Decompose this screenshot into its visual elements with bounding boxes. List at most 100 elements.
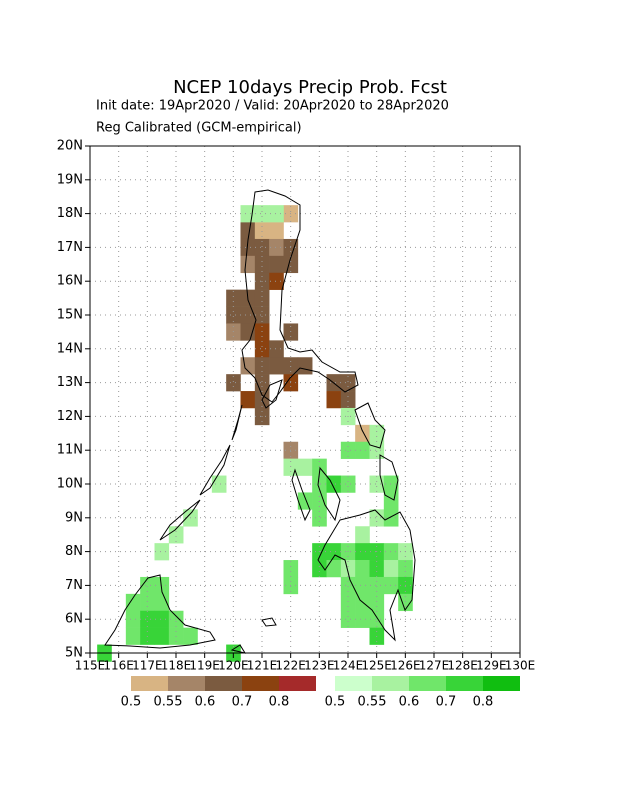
prob-cell [254, 205, 270, 223]
prob-cell [254, 222, 270, 240]
prob-cell [383, 509, 399, 527]
x-tick-label: 121E [247, 659, 278, 673]
prob-cell [154, 576, 170, 595]
x-tick-label: 117E [132, 659, 163, 673]
cells [97, 205, 413, 662]
prob-cell [254, 238, 270, 257]
y-tick-label: 8N [65, 544, 83, 559]
prob-cell [154, 543, 170, 561]
y-tick-label: 17N [57, 240, 83, 255]
prob-cell [168, 526, 184, 544]
y-tick-label: 6N [65, 612, 83, 627]
prob-cell [269, 238, 284, 257]
prob-cell [383, 560, 399, 578]
x-tick-label: 128E [447, 659, 478, 673]
prob-cell [226, 323, 241, 341]
legend-swatch [335, 676, 372, 691]
prob-cell [340, 391, 356, 409]
x-tick-label: 130E [505, 659, 536, 673]
prob-cell [340, 475, 356, 493]
prob-cell [269, 340, 284, 358]
x-tick-label: 127E [419, 659, 450, 673]
prob-cell [254, 340, 270, 358]
prob-cell [340, 560, 356, 578]
prob-cell [355, 543, 370, 561]
prob-cell [355, 560, 370, 578]
y-tick-label: 12N [57, 409, 83, 424]
prob-cell [254, 323, 270, 341]
prob-cell [355, 610, 370, 628]
prob-cell [240, 222, 256, 240]
prob-cell [240, 391, 256, 409]
y-tick-label: 13N [57, 375, 83, 390]
prob-cell [283, 323, 299, 341]
prob-cell [269, 357, 284, 375]
prob-cell [383, 475, 399, 493]
prob-cell [125, 627, 141, 645]
prob-cell [269, 222, 284, 240]
prob-cell [383, 543, 399, 561]
x-tick-label: 124E [333, 659, 364, 673]
prob-cell [369, 576, 385, 595]
prob-cell [254, 255, 270, 274]
prob-cell [398, 593, 413, 612]
legend-label: 0.5 [121, 695, 142, 710]
prob-cell [226, 374, 241, 392]
legend-swatch [131, 676, 168, 691]
coastline [104, 189, 416, 654]
x-tick-label: 129E [476, 659, 507, 673]
prob-cell [340, 593, 356, 612]
prob-cell [240, 238, 256, 257]
prob-cell [326, 391, 342, 409]
legend-label: 0.8 [473, 695, 494, 710]
prob-cell [140, 610, 155, 628]
prob-cell [355, 441, 370, 459]
prob-cell [154, 610, 170, 628]
x-tick-label: 118E [161, 659, 192, 673]
y-tick-label: 5N [65, 646, 83, 661]
prob-cell [125, 593, 141, 612]
prob-cell [140, 593, 155, 612]
prob-cell [312, 509, 327, 527]
prob-cell [240, 255, 256, 274]
x-tick-label: 116E [103, 659, 134, 673]
y-tick-label: 15N [57, 308, 83, 323]
x-tick-label: 126E [390, 659, 421, 673]
prob-cell [340, 441, 356, 459]
legend-swatch [242, 676, 279, 691]
y-tick-label: 19N [57, 172, 83, 187]
prob-cell [355, 576, 370, 595]
legend-label: 0.55 [154, 695, 183, 710]
subtitle: Init date: 19Apr2020 / Valid: 20Apr2020 … [96, 99, 449, 114]
grid: 115E116E117E118E119E120E121E122E123E124E… [57, 139, 536, 673]
prob-cell [340, 374, 356, 392]
y-tick-label: 14N [57, 341, 83, 356]
prob-cell [254, 306, 270, 324]
prob-cell [269, 272, 284, 290]
legend: 0.5 0.55 0.6 0.7 0.8 0.5 0.55 0.6 0.7 0.8 [121, 676, 520, 710]
legend-swatch [446, 676, 483, 691]
legend-label: 0.8 [269, 695, 290, 710]
prob-cell [398, 560, 413, 578]
prob-cell [369, 593, 385, 612]
title: NCEP 10days Precip Prob. Fcst [173, 77, 447, 98]
prob-cell [240, 323, 256, 341]
prob-cell [183, 627, 198, 645]
prob-cell [355, 526, 370, 544]
x-tick-label: 120E [218, 659, 249, 673]
legend-label: 0.7 [436, 695, 457, 710]
prob-cell [297, 458, 313, 476]
prob-cell [254, 357, 270, 375]
legend-label: 0.55 [358, 695, 387, 710]
prob-cell [269, 255, 284, 274]
prob-cell [297, 492, 313, 510]
y-tick-label: 16N [57, 274, 83, 289]
prob-cell [383, 576, 399, 595]
prob-cell [326, 560, 342, 578]
y-tick-label: 10N [57, 477, 83, 492]
legend-swatch [483, 676, 520, 691]
prob-cell [269, 205, 284, 223]
x-tick-label: 125E [361, 659, 392, 673]
prob-cell [312, 475, 327, 493]
legend-swatch [279, 676, 316, 691]
